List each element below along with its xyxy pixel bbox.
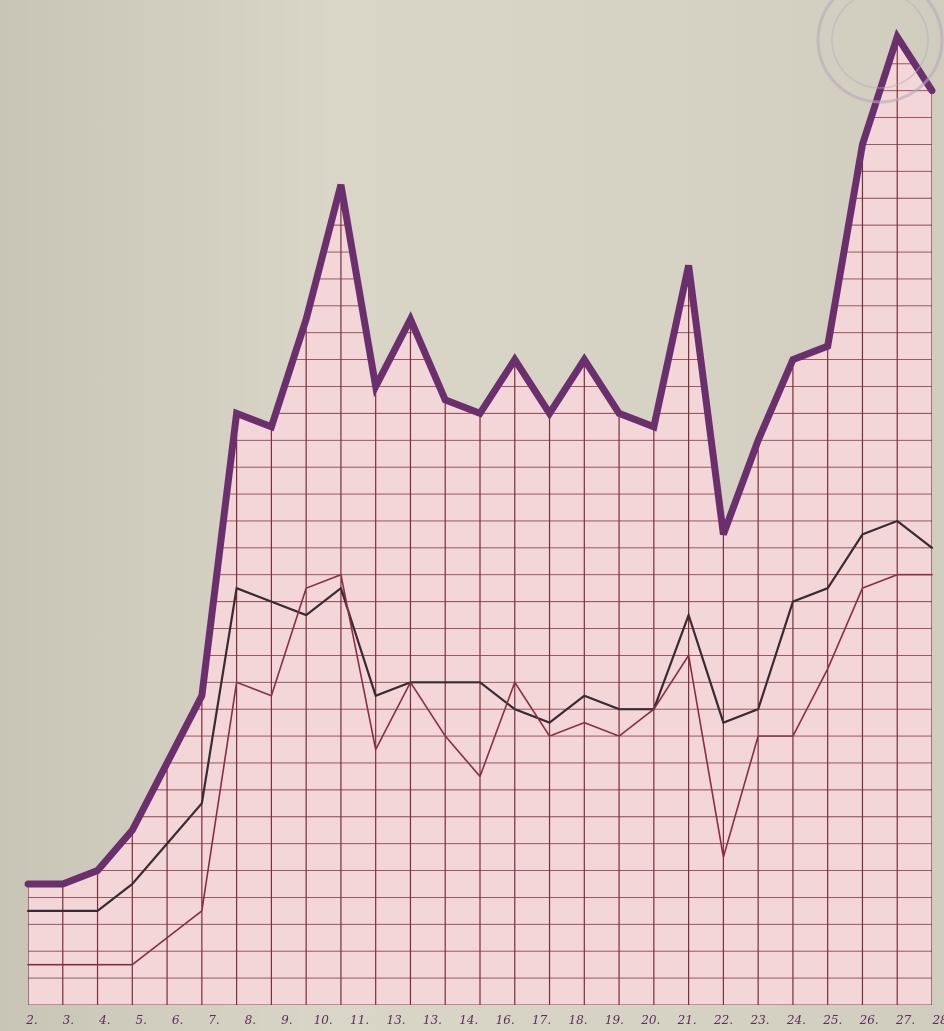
x-tick-label: 6. bbox=[172, 1013, 183, 1027]
x-tick-label: 23. bbox=[749, 1013, 769, 1027]
x-tick-label: 19. bbox=[605, 1013, 624, 1027]
x-tick-label: 5. bbox=[135, 1013, 146, 1027]
x-tick-label: 2. bbox=[25, 1013, 37, 1027]
x-tick-labels: 2. 3. 4. 5. 6. 7. 8. 9. 10. 11. 13. 13. 14. 16. 17. 18.… bbox=[25, 1013, 944, 1027]
x-tick-label: 22. bbox=[713, 1013, 733, 1027]
series-lines bbox=[24, 28, 936, 966]
x-tick-label: 7. bbox=[208, 1013, 219, 1027]
x-tick-label: 24. bbox=[786, 1013, 806, 1027]
x-tick-label: 20. bbox=[640, 1013, 660, 1027]
x-tick-label: 8. bbox=[245, 1013, 256, 1027]
x-tick-label: 26. bbox=[859, 1013, 879, 1027]
x-tick-label: 17. bbox=[532, 1013, 551, 1027]
x-tick-label: 28. bbox=[931, 1013, 944, 1027]
ink-stamp bbox=[816, 0, 944, 104]
x-tick-label: 18. bbox=[568, 1013, 587, 1027]
x-tick-label: 16. bbox=[496, 1013, 515, 1027]
x-tick-label: 9. bbox=[281, 1013, 292, 1027]
x-tick-label: 27. bbox=[895, 1013, 915, 1027]
x-tick-label: 25. bbox=[822, 1013, 842, 1027]
x-tick-label: 11. bbox=[350, 1013, 369, 1027]
x-tick-label: 13. bbox=[386, 1013, 405, 1027]
x-tick-label: 10. bbox=[314, 1013, 333, 1027]
x-tick-label: 14. bbox=[459, 1013, 478, 1027]
x-tick-label: 13. bbox=[423, 1013, 442, 1027]
x-tick-label: 4. bbox=[98, 1013, 110, 1027]
x-tick-label: 21. bbox=[677, 1013, 697, 1027]
x-tick-label: 3. bbox=[63, 1013, 74, 1027]
